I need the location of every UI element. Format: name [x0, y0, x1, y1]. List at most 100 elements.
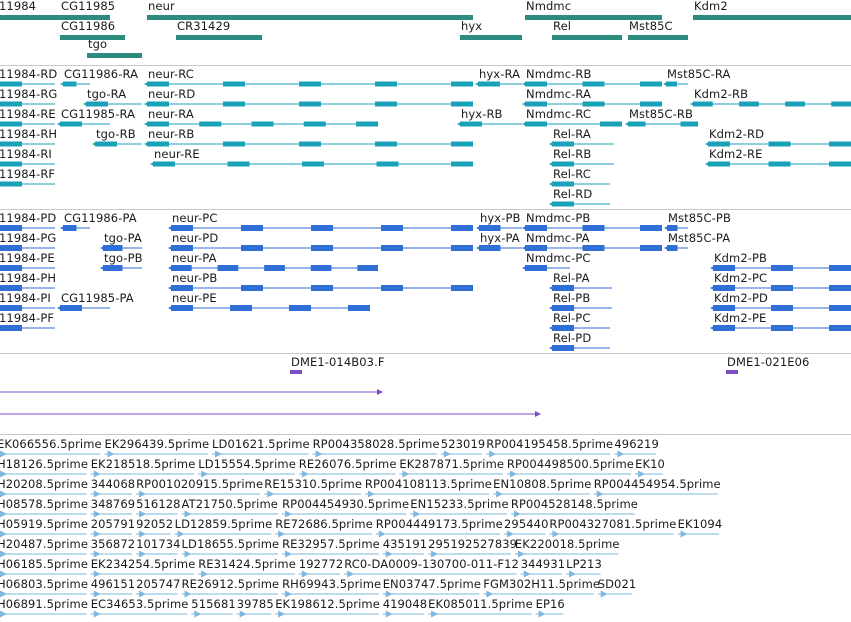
- refseq-strand-11984-pg[interactable]: [0, 245, 2, 251]
- flybase-exon-rel-rd-1[interactable]: [552, 201, 574, 207]
- refseq-exon-neur-pe-1[interactable]: [171, 305, 193, 311]
- flybase-strand-hyx-ra[interactable]: [475, 81, 480, 87]
- flybase-exon-neur-re-1[interactable]: [153, 161, 175, 167]
- flybase-exon-kdm2-rb-1[interactable]: [693, 101, 713, 107]
- flybase-exon-neur-rb-1[interactable]: [147, 141, 169, 147]
- flybase-strand-nmdmc-rc[interactable]: [522, 121, 527, 127]
- flybase-exon-nmdmc-rb-1[interactable]: [525, 81, 547, 87]
- refseq-exon-nmdmc-pa-2[interactable]: [582, 245, 605, 251]
- flybase-strand-nmdmc-rb[interactable]: [522, 81, 527, 87]
- flybase-exon-kdm2-re-2[interactable]: [768, 161, 791, 167]
- flybase-strand-kdm2-re[interactable]: [705, 161, 710, 167]
- flybase-exon-nmdmc-rb-3[interactable]: [640, 81, 662, 87]
- est-marker-92052[interactable]: [139, 530, 147, 538]
- flybase-exon-neur-rd-1[interactable]: [147, 101, 169, 107]
- est-marker-523019[interactable]: [443, 450, 451, 458]
- flybase-exon-rel-rc-1[interactable]: [552, 181, 574, 187]
- flybase-exon-cg11985-ra-1[interactable]: [60, 121, 82, 127]
- refseq-exon-neur-pc-4[interactable]: [381, 225, 403, 231]
- flybase-strand-neur-rb[interactable]: [144, 141, 149, 147]
- flybase-exon-mst85c-ra-1[interactable]: [666, 81, 677, 87]
- refseq-exon-tgo-pb-1[interactable]: [103, 265, 123, 271]
- flybase-exon-11984-rd-1[interactable]: [0, 81, 22, 87]
- est-marker-515681[interactable]: [194, 610, 202, 618]
- est-marker-496219[interactable]: [617, 450, 625, 458]
- est-marker-h06891-5prime[interactable]: [0, 610, 7, 618]
- refseq-strand-nmdmc-pc[interactable]: [522, 265, 527, 271]
- refseq-exon-neur-pb-5[interactable]: [451, 285, 473, 291]
- est-marker-101734[interactable]: [139, 550, 147, 558]
- gene-cg11985[interactable]: [60, 15, 110, 20]
- refseq-strand-11984-ph[interactable]: [0, 285, 2, 291]
- est-marker-ek296439-5prime[interactable]: [107, 450, 115, 458]
- est-marker-ek287871-5prime[interactable]: [402, 470, 410, 478]
- refseq-exon-kdm2-pc-1[interactable]: [713, 285, 735, 291]
- flybase-strand-neur-re[interactable]: [150, 161, 155, 167]
- flybase-exon-neur-rc-5[interactable]: [451, 81, 473, 87]
- refseq-exon-neur-pb-2[interactable]: [241, 285, 263, 291]
- flybase-strand-neur-ra[interactable]: [144, 121, 149, 127]
- refseq-exon-nmdmc-pb-3[interactable]: [640, 225, 662, 231]
- est-marker-ld12859-5prime[interactable]: [177, 530, 185, 538]
- refseq-strand-mst85c-pa[interactable]: [664, 245, 669, 251]
- est-marker-ek085011-5prime[interactable]: [431, 610, 439, 618]
- est-marker-435191[interactable]: [385, 550, 393, 558]
- refseq-strand-neur-pb[interactable]: [168, 285, 173, 291]
- flybase-strand-rel-ra[interactable]: [549, 141, 554, 147]
- refseq-exon-neur-pd-4[interactable]: [381, 245, 403, 251]
- est-marker-rp004528148-5prime[interactable]: [513, 510, 521, 518]
- flybase-exon-kdm2-re-1[interactable]: [708, 161, 730, 167]
- refseq-exon-neur-pc-5[interactable]: [451, 225, 473, 231]
- refseq-strand-11984-pf[interactable]: [0, 325, 2, 331]
- refseq-exon-neur-pe-4[interactable]: [348, 305, 370, 311]
- refseq-exon-neur-pb-3[interactable]: [311, 285, 333, 291]
- refseq-strand-11984-pi[interactable]: [0, 305, 2, 311]
- refseq-exon-kdm2-pb-1[interactable]: [713, 265, 735, 271]
- refseq-exon-cg11985-pa-1[interactable]: [60, 305, 82, 311]
- refseq-strand-rel-pd[interactable]: [549, 345, 554, 351]
- est-marker-348769[interactable]: [93, 510, 101, 518]
- refseq-exon-kdm2-pd-2[interactable]: [771, 305, 793, 311]
- refseq-exon-kdm2-pb-2[interactable]: [771, 265, 793, 271]
- refseq-exon-neur-pc-2[interactable]: [241, 225, 263, 231]
- flybase-strand-kdm2-rd[interactable]: [705, 141, 710, 147]
- refseq-strand-hyx-pb[interactable]: [476, 225, 481, 231]
- flybase-strand-hyx-rb[interactable]: [457, 121, 462, 127]
- refseq-exon-kdm2-pc-2[interactable]: [771, 285, 793, 291]
- flybase-exon-cg11986-ra-1[interactable]: [63, 81, 77, 87]
- est-marker-356872[interactable]: [93, 550, 101, 558]
- est-marker-h08578-5prime[interactable]: [0, 510, 7, 518]
- flybase-exon-11984-rf-1[interactable]: [0, 181, 22, 187]
- flybase-exon-mst85c-rb-2[interactable]: [680, 121, 699, 127]
- refseq-strand-hyx-pa[interactable]: [476, 245, 481, 251]
- refseq-exon-kdm2-pd-3[interactable]: [829, 305, 851, 311]
- flybase-exon-neur-re-5[interactable]: [451, 161, 473, 167]
- flybase-strand-mst85c-ra[interactable]: [663, 81, 668, 87]
- refseq-exon-kdm2-pb-3[interactable]: [829, 265, 851, 271]
- est-marker-re26912-5prime[interactable]: [184, 590, 192, 598]
- flybase-exon-neur-rb-5[interactable]: [451, 141, 473, 147]
- refseq-exon-rel-pb-1[interactable]: [552, 305, 574, 311]
- est-marker-ep16[interactable]: [538, 610, 546, 618]
- est-marker-205791[interactable]: [93, 530, 101, 538]
- est-marker-rp004327081-5prime[interactable]: [552, 530, 560, 538]
- est-marker-ek218518-5prime[interactable]: [93, 470, 101, 478]
- refseq-exon-nmdmc-pa-1[interactable]: [525, 245, 547, 251]
- flybase-exon-neur-ra-2[interactable]: [199, 121, 222, 127]
- est-marker-39785[interactable]: [239, 610, 247, 618]
- flybase-exon-neur-re-2[interactable]: [227, 161, 250, 167]
- refseq-exon-hyx-pb-1[interactable]: [479, 225, 501, 231]
- est-marker-295440[interactable]: [507, 530, 514, 538]
- refseq-exon-neur-pa-2[interactable]: [217, 265, 239, 271]
- est-marker-h18126-5prime[interactable]: [0, 470, 7, 478]
- flybase-exon-neur-rd-2[interactable]: [223, 101, 245, 107]
- refseq-exon-neur-pc-1[interactable]: [171, 225, 193, 231]
- est-marker-ek066556-5prime[interactable]: [0, 450, 7, 458]
- est-marker-rp004108113-5prime[interactable]: [367, 490, 375, 498]
- refseq-exon-neur-pa-5[interactable]: [357, 265, 378, 271]
- refseq-strand-neur-pa[interactable]: [168, 265, 173, 271]
- est-marker-ek234254-5prime[interactable]: [93, 570, 101, 578]
- refseq-exon-cg11986-pa-1[interactable]: [63, 225, 77, 231]
- gene-rel[interactable]: [552, 35, 622, 40]
- flybase-exon-nmdmc-ra-1[interactable]: [525, 101, 547, 107]
